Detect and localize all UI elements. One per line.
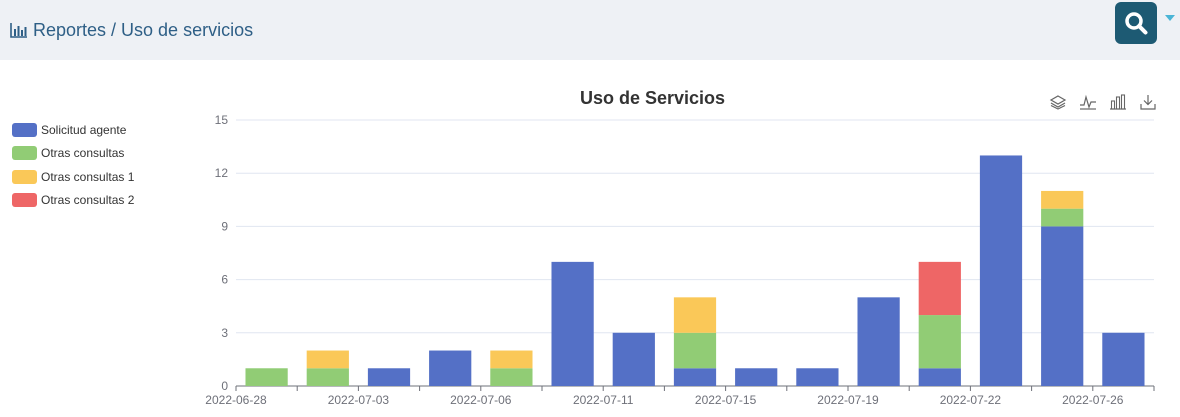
- legend-item-otras-consultas[interactable]: Otras consultas: [12, 142, 134, 166]
- line-chart-tool-button[interactable]: [1078, 92, 1098, 112]
- y-tick-label: 3: [221, 326, 228, 340]
- bar-segment[interactable]: [673, 297, 717, 333]
- top-bar: Reportes / Uso de servicios: [0, 0, 1180, 60]
- legend-label: Solicitud agente: [41, 122, 127, 137]
- bar-segment[interactable]: [1041, 226, 1084, 386]
- bar-segment[interactable]: [1041, 208, 1084, 227]
- bar-segment[interactable]: [918, 261, 961, 316]
- bar-segment[interactable]: [551, 261, 594, 386]
- y-tick-label: 0: [221, 379, 228, 393]
- download-icon: [1140, 95, 1156, 110]
- bar-segment[interactable]: [306, 350, 349, 369]
- x-tick-label: 2022-07-03: [328, 393, 390, 407]
- bar-segment[interactable]: [918, 368, 961, 386]
- legend-label: Otras consultas 1: [41, 169, 135, 184]
- bar-segment[interactable]: [1102, 332, 1145, 386]
- y-tick-label: 6: [221, 273, 228, 287]
- bar-chart-icon: [1110, 94, 1126, 110]
- x-tick-label: 2022-07-06: [450, 393, 512, 407]
- legend-item-otras-consultas-1[interactable]: Otras consultas 1: [12, 165, 134, 189]
- legend-item-solicitud-agente[interactable]: Solicitud agente: [12, 118, 134, 142]
- bar-segment[interactable]: [735, 368, 778, 386]
- bar-segment[interactable]: [796, 368, 839, 386]
- x-tick-label: 2022-06-28: [205, 393, 267, 407]
- legend-swatch: [12, 122, 37, 137]
- chart-legend: Solicitud agente Otras consultas Otras c…: [12, 118, 134, 212]
- bar-segment[interactable]: [367, 368, 411, 386]
- x-tick-label: 2022-07-11: [573, 393, 634, 407]
- breadcrumb[interactable]: Reportes / Uso de servicios: [10, 18, 253, 42]
- legend-swatch: [12, 169, 37, 184]
- bar-segment[interactable]: [490, 350, 533, 369]
- layers-icon: [1049, 95, 1067, 110]
- legend-swatch: [12, 193, 37, 208]
- x-tick-label: 2022-07-26: [1062, 393, 1124, 407]
- y-tick-label: 15: [215, 113, 229, 127]
- line-chart-icon: [1080, 94, 1096, 110]
- bar-segment[interactable]: [673, 368, 717, 386]
- legend-swatch: [12, 146, 37, 161]
- bar-segment[interactable]: [490, 368, 533, 386]
- layers-tool-button[interactable]: [1048, 92, 1068, 112]
- y-tick-label: 9: [221, 219, 228, 233]
- x-tick-label: 2022-07-22: [940, 393, 1002, 407]
- caret-down-icon[interactable]: [1165, 15, 1175, 21]
- breadcrumb-text: Reportes / Uso de servicios: [33, 19, 254, 40]
- bar-segment[interactable]: [429, 350, 472, 386]
- chart-toolbox: [1048, 92, 1158, 112]
- x-tick-label: 2022-07-19: [817, 393, 879, 407]
- y-tick-label: 12: [215, 166, 229, 180]
- download-tool-button[interactable]: [1138, 92, 1158, 112]
- x-tick-label: 2022-07-15: [695, 393, 757, 407]
- legend-item-otras-consultas-2[interactable]: Otras consultas 2: [12, 189, 134, 213]
- bar-segment[interactable]: [1041, 190, 1084, 209]
- bar-segment[interactable]: [673, 332, 717, 369]
- search-button[interactable]: [1115, 2, 1157, 44]
- bar-segment[interactable]: [918, 315, 961, 369]
- bar-chart-tool-button[interactable]: [1108, 92, 1128, 112]
- bar-segment[interactable]: [245, 368, 288, 386]
- search-icon: [1125, 12, 1148, 35]
- legend-label: Otras consultas 2: [41, 193, 135, 208]
- legend-label: Otras consultas: [41, 146, 125, 161]
- bar-chart-icon: [10, 22, 28, 38]
- bar-segment[interactable]: [612, 332, 655, 386]
- chart-title: Uso de Servicios: [579, 88, 726, 108]
- bar-segment[interactable]: [857, 297, 900, 386]
- bar-segment[interactable]: [979, 155, 1023, 386]
- bar-segment[interactable]: [306, 368, 349, 386]
